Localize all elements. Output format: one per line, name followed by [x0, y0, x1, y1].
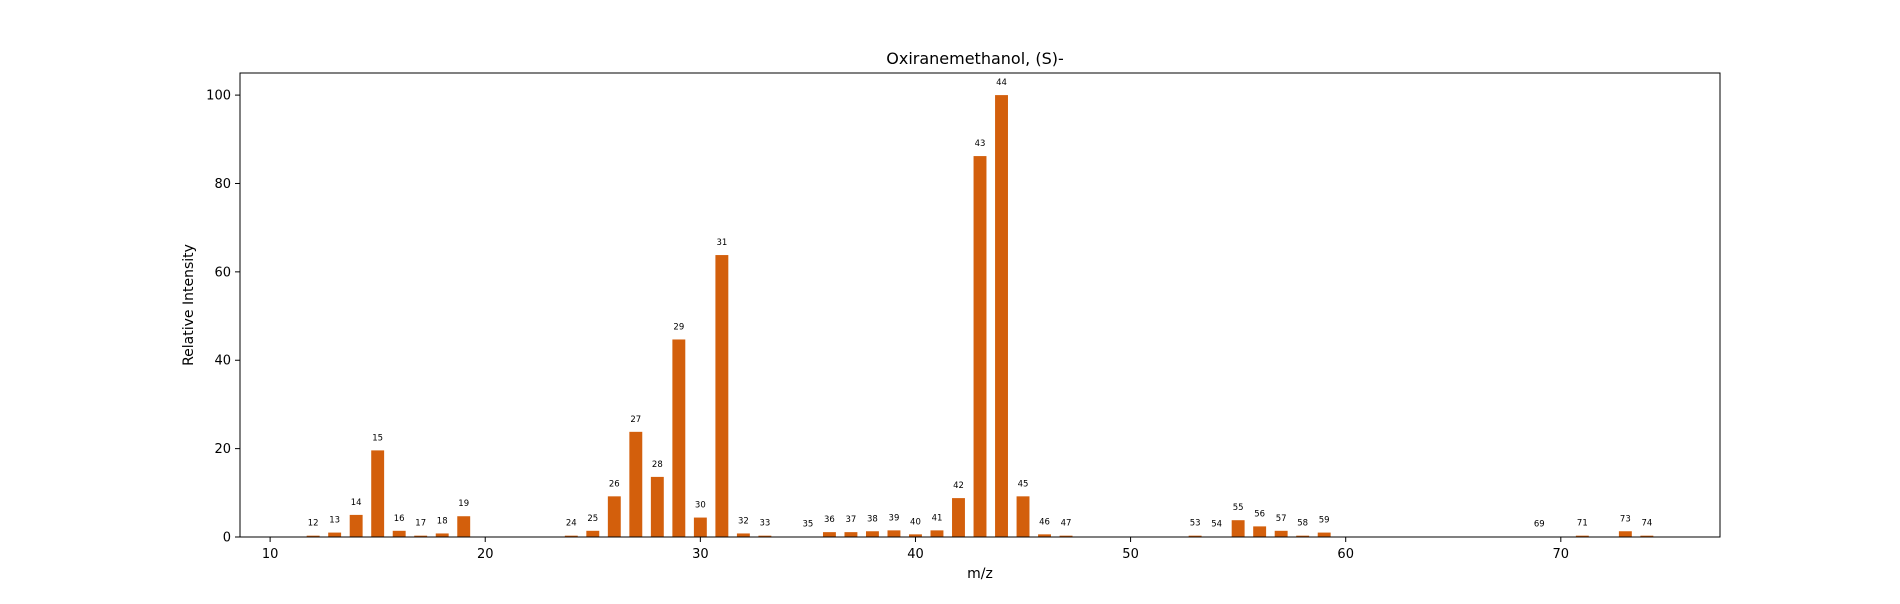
- bar-label-mz-25: 25: [587, 514, 598, 524]
- bar-label-mz-73: 73: [1620, 514, 1631, 524]
- y-tick-label-20: 20: [214, 442, 231, 457]
- bar-mz-37: [844, 532, 857, 537]
- bar-label-mz-56: 56: [1254, 509, 1265, 519]
- bar-label-mz-36: 36: [824, 515, 835, 525]
- x-tick-label-50: 50: [1122, 547, 1139, 562]
- bar-mz-59: [1318, 533, 1331, 537]
- bar-label-mz-13: 13: [329, 516, 340, 526]
- bar-label-mz-44: 44: [996, 78, 1007, 88]
- y-tick-label-100: 100: [206, 89, 231, 104]
- bar-mz-36: [823, 532, 836, 537]
- y-axis-label: Relative Intensity: [181, 244, 197, 366]
- bar-mz-73: [1619, 531, 1632, 537]
- bar-label-mz-39: 39: [889, 513, 900, 523]
- x-tick-label-20: 20: [477, 547, 494, 562]
- x-tick-label-70: 70: [1553, 547, 1570, 562]
- bar-mz-45: [1017, 496, 1030, 537]
- bar-label-mz-24: 24: [566, 519, 577, 529]
- bar-mz-25: [586, 531, 599, 537]
- bar-label-mz-42: 42: [953, 481, 964, 491]
- bar-label-mz-26: 26: [609, 479, 620, 489]
- x-tick-label-60: 60: [1337, 547, 1354, 562]
- bar-mz-44: [995, 95, 1008, 537]
- x-tick-label-30: 30: [692, 547, 709, 562]
- bar-mz-15: [371, 450, 384, 537]
- bar-label-mz-54: 54: [1211, 520, 1222, 530]
- bar-mz-28: [651, 477, 664, 537]
- bar-mz-31: [715, 255, 728, 537]
- bar-label-mz-71: 71: [1577, 519, 1588, 529]
- bar-mz-26: [608, 496, 621, 537]
- bar-label-mz-43: 43: [975, 139, 986, 149]
- bar-label-mz-28: 28: [652, 460, 663, 470]
- bar-label-mz-14: 14: [351, 498, 362, 508]
- bar-mz-16: [393, 531, 406, 537]
- bar-label-mz-38: 38: [867, 514, 878, 524]
- bar-mz-29: [672, 339, 685, 537]
- bar-mz-56: [1253, 526, 1266, 537]
- bar-label-mz-19: 19: [458, 499, 469, 509]
- bar-label-mz-35: 35: [802, 520, 813, 530]
- bar-mz-13: [328, 533, 341, 537]
- bar-label-mz-27: 27: [630, 415, 641, 425]
- bar-label-mz-58: 58: [1297, 519, 1308, 529]
- bar-label-mz-30: 30: [695, 501, 706, 511]
- y-tick-label-40: 40: [214, 354, 231, 369]
- bar-mz-41: [931, 530, 944, 537]
- bar-label-mz-16: 16: [394, 514, 405, 524]
- bar-mz-30: [694, 518, 707, 537]
- bar-mz-18: [436, 533, 449, 537]
- bar-label-mz-40: 40: [910, 517, 921, 527]
- chart-title: Oxiranemethanol, (S)-: [886, 49, 1063, 68]
- bar-label-mz-32: 32: [738, 516, 749, 526]
- x-axis: 10 20 30 40 50 60 70: [262, 537, 1569, 562]
- bar-label-mz-29: 29: [673, 322, 684, 332]
- bar-mz-32: [737, 533, 750, 537]
- bar-mz-42: [952, 498, 965, 537]
- y-tick-label-80: 80: [214, 177, 231, 192]
- bar-label-mz-12: 12: [308, 519, 319, 529]
- bar-label-mz-41: 41: [932, 513, 943, 523]
- bar-mz-19: [457, 516, 470, 537]
- bar-mz-55: [1232, 520, 1245, 537]
- bar-label-mz-53: 53: [1190, 519, 1201, 529]
- bar-label-mz-74: 74: [1641, 519, 1652, 529]
- bar-label-mz-17: 17: [415, 519, 426, 529]
- bar-mz-57: [1275, 531, 1288, 537]
- bar-label-mz-59: 59: [1319, 516, 1330, 526]
- bar-mz-27: [629, 432, 642, 537]
- bar-mz-43: [974, 156, 987, 537]
- bar-mz-39: [888, 530, 901, 537]
- bar-label-mz-33: 33: [759, 519, 770, 529]
- bar-mz-14: [350, 515, 363, 537]
- y-tick-label-60: 60: [214, 265, 231, 280]
- bar-label-mz-37: 37: [846, 515, 857, 525]
- bar-label-mz-15: 15: [372, 433, 383, 443]
- bar-label-mz-69: 69: [1534, 520, 1545, 530]
- bar-mz-38: [866, 531, 879, 537]
- bar-label-mz-45: 45: [1018, 479, 1029, 489]
- x-axis-label: m/z: [967, 566, 993, 582]
- bar-label-mz-57: 57: [1276, 514, 1287, 524]
- bar-label-mz-46: 46: [1039, 517, 1050, 527]
- bar-label-mz-47: 47: [1061, 519, 1072, 529]
- bar-label-mz-55: 55: [1233, 503, 1244, 513]
- y-axis: 0 20 40 60 80 100: [206, 89, 240, 546]
- x-tick-label-10: 10: [262, 547, 279, 562]
- bar-label-mz-18: 18: [437, 516, 448, 526]
- bars-layer: [307, 95, 1654, 537]
- bar-label-mz-31: 31: [716, 238, 727, 248]
- x-tick-label-40: 40: [907, 547, 924, 562]
- y-tick-label-0: 0: [223, 531, 231, 546]
